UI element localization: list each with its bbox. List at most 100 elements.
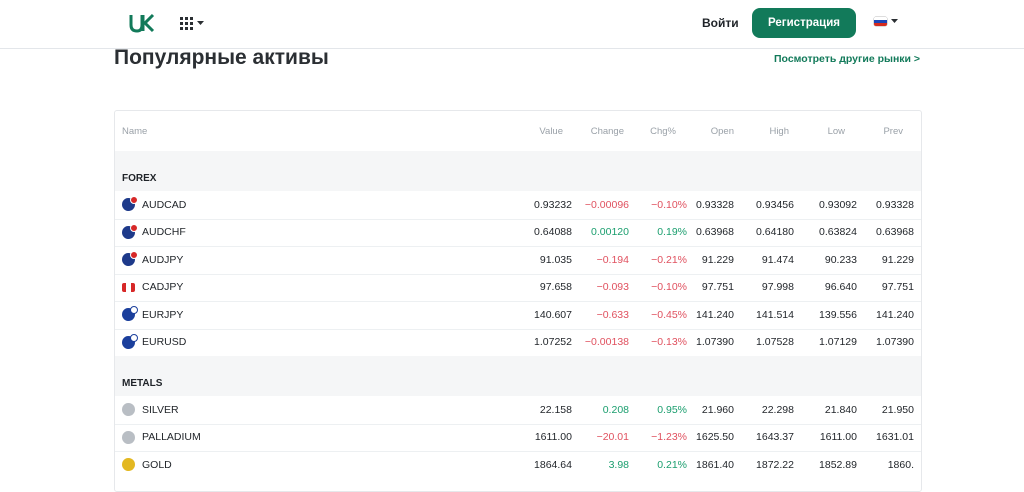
group-header-metals: METALS [115,356,921,396]
table-row[interactable]: EURJPY 140.607 −0.633 −0.45% 141.240 141.514 1… [115,301,921,330]
high-cell: 97.998 [761,281,794,294]
table-row[interactable]: AUDCHF 0.64088 0.00120 0.19% 0.63968 0.64180 0… [115,219,921,247]
column-header-open[interactable]: Open [710,125,734,137]
language-selector[interactable] [874,17,898,26]
column-header-value[interactable]: Value [539,125,563,137]
chg-percent-cell: −0.10% [651,281,687,294]
prev-cell: 141.240 [876,308,914,321]
asset-symbol: SILVER [142,403,179,416]
change-cell: −0.00096 [584,198,629,211]
table-row[interactable]: AUDJPY 91.035 −0.194 −0.21% 91.229 91.474 90.2… [115,246,921,275]
table-row[interactable]: EURUSD 1.07252 −0.00138 −0.13% 1.07390 1.0752… [115,329,921,357]
grid-icon [180,16,193,30]
open-cell: 1.07390 [696,336,734,349]
more-markets-link[interactable]: Посмотреть другие рынки > [774,53,921,65]
value-cell: 140.607 [534,308,572,321]
au-ca-flag-icon [122,196,138,212]
register-button[interactable]: Регистрация [752,8,856,38]
value-cell: 97.658 [539,281,572,294]
column-header-prev[interactable]: Prev [883,125,903,137]
asset-symbol: EURJPY [142,308,184,321]
table-row[interactable]: AUDCAD 0.93232 −0.00096 −0.10% 0.93328 0.9345… [115,191,921,220]
asset-name-cell[interactable]: AUDCHF [122,219,186,247]
change-cell: −0.00138 [584,336,629,349]
change-cell: −0.194 [596,253,629,266]
asset-name-cell[interactable]: AUDJPY [122,246,183,274]
eu-jp-flag-icon [122,306,138,322]
change-cell: −0.093 [596,281,629,294]
low-cell: 21.840 [824,403,857,416]
silver-icon [122,403,135,417]
top-navigation-bar: Войти Регистрация [0,0,1024,49]
low-cell: 90.233 [824,253,857,266]
table-row[interactable]: CADJPY 97.658 −0.093 −0.10% 97.751 97.998 96.6… [115,274,921,302]
change-cell: 0.00120 [591,226,629,239]
column-header-change[interactable]: Change [590,125,624,137]
asset-name-cell[interactable]: GOLD [122,451,172,479]
asset-symbol: AUDCAD [142,198,187,211]
asset-name-cell[interactable]: CADJPY [122,274,183,302]
prev-cell: 0.93328 [876,198,914,211]
chevron-down-icon [197,20,204,25]
asset-symbol: AUDCHF [142,226,186,239]
high-cell: 0.64180 [756,226,794,239]
asset-symbol: EURUSD [142,336,187,349]
asset-symbol: CADJPY [142,281,184,294]
open-cell: 1625.50 [696,431,734,444]
value-cell: 1864.64 [534,458,572,471]
asset-name-cell[interactable]: AUDCAD [122,191,186,219]
asset-name-cell[interactable]: SILVER [122,396,179,424]
asset-name-cell[interactable]: PALLADIUM [122,424,201,452]
prev-cell: 1.07390 [876,336,914,349]
login-link[interactable]: Войти [702,16,739,30]
low-cell: 1.07129 [819,336,857,349]
table-row[interactable]: SILVER 22.158 0.208 0.95% 21.960 22.298 21.840… [115,396,921,425]
high-cell: 1643.37 [756,431,794,444]
low-cell: 96.640 [824,281,857,294]
open-cell: 0.63968 [696,226,734,239]
change-cell: 0.208 [602,403,629,416]
high-cell: 1.07528 [756,336,794,349]
group-header-forex: FOREX [115,151,921,191]
gold-icon [122,458,135,472]
high-cell: 1872.22 [756,458,794,471]
russia-flag-icon [874,17,887,26]
low-cell: 0.93092 [819,198,857,211]
open-cell: 91.229 [701,253,734,266]
asset-symbol: GOLD [142,458,172,471]
table-header: Name Value Change Chg% Open High Low Pre… [115,111,921,152]
change-cell: −20.01 [596,431,629,444]
column-header-high[interactable]: High [769,125,789,137]
au-jp-flag-icon [122,251,138,267]
prev-cell: 0.63968 [876,226,914,239]
open-cell: 141.240 [696,308,734,321]
ca-jp-flag-icon [122,280,135,294]
chg-percent-cell: −1.23% [651,431,687,444]
asset-name-cell[interactable]: EURJPY [122,301,183,329]
chg-percent-cell: −0.45% [651,308,687,321]
chg-percent-cell: 0.19% [657,226,687,239]
high-cell: 141.514 [756,308,794,321]
column-header-low[interactable]: Low [827,125,845,137]
brand-logo[interactable] [129,12,155,34]
value-cell: 22.158 [539,403,572,416]
low-cell: 1852.89 [819,458,857,471]
assets-table: Name Value Change Chg% Open High Low Pre… [114,110,922,492]
table-row[interactable]: PALLADIUM 1611.00 −20.01 −1.23% 1625.50 1643.… [115,424,921,452]
prev-cell: 1631.01 [876,431,914,444]
chg-percent-cell: 0.95% [657,403,687,416]
column-header-chg-percent[interactable]: Chg% [650,125,676,137]
asset-name-cell[interactable]: EURUSD [122,329,186,357]
chg-percent-cell: 0.21% [657,458,687,471]
low-cell: 139.556 [819,308,857,321]
high-cell: 22.298 [761,403,794,416]
open-cell: 97.751 [701,281,734,294]
prev-cell: 21.950 [881,403,914,416]
apps-menu-button[interactable] [180,16,204,30]
chg-percent-cell: −0.13% [651,336,687,349]
value-cell: 1611.00 [534,431,572,444]
page-title: Популярные активы [114,46,329,69]
column-header-name[interactable]: Name [122,125,148,137]
open-cell: 1861.40 [696,458,734,471]
table-row[interactable]: GOLD 1864.64 3.98 0.21% 1861.40 1872.22 1852.8… [115,451,921,479]
